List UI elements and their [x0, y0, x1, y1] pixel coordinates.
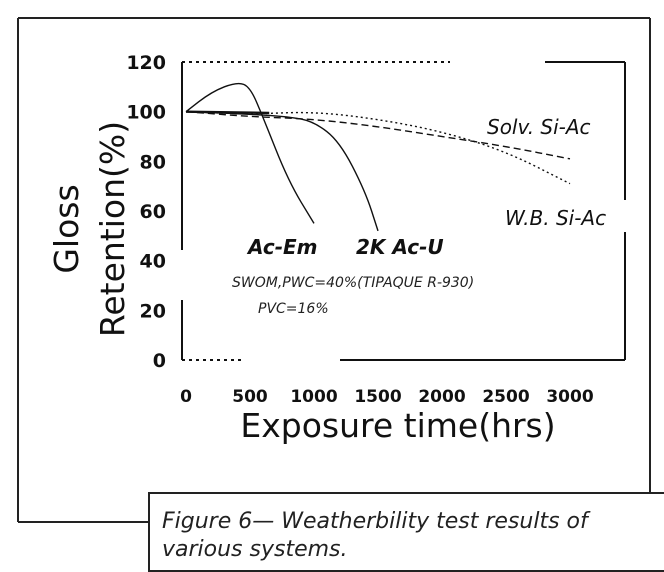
series-line-ac-em: [185, 82, 315, 224]
y-tick-label: 80: [140, 151, 166, 173]
x-tick-label: 1000: [290, 387, 337, 407]
x-tick-label: 0: [180, 387, 192, 407]
x-tick-label: 2000: [418, 387, 465, 407]
note-line-2: PVC=16%: [258, 301, 329, 317]
series-layer: [185, 82, 571, 232]
note-line-1: SWOM,PWC=40%(TIPAQUE R-930): [232, 275, 474, 291]
series-common-start-segment: [185, 110, 270, 115]
x-tick-label: 1500: [354, 387, 401, 407]
x-tick-label: 500: [232, 387, 268, 407]
label-2k-ac-u: 2K Ac-U: [356, 235, 444, 259]
x-tick-label: 2500: [482, 387, 529, 407]
x-tick-label: 3000: [546, 387, 593, 407]
y-tick-label: 60: [140, 201, 166, 223]
label-solv-si-ac: Solv. Si-Ac: [487, 115, 591, 139]
x-axis-title: Exposure time(hrs): [240, 406, 555, 445]
series-line-2k-ac-u: [185, 110, 379, 232]
y-tick-label: 0: [153, 350, 166, 372]
y-tick-labels: 0 20 40 60 80 100 120: [126, 52, 166, 372]
label-ac-em: Ac-Em: [246, 235, 318, 259]
y-axis-title-line1: Gloss: [47, 184, 86, 273]
y-tick-label: 100: [126, 102, 166, 124]
y-tick-label: 40: [140, 251, 166, 273]
y-tick-label: 20: [140, 300, 166, 322]
figure-caption-box: Figure 6— Weatherbility test results of …: [148, 492, 664, 572]
x-tick-labels: 0 500 1000 1500 2000 2500 3000: [180, 387, 594, 407]
y-axis-title-line2: Retention(%): [93, 121, 132, 337]
series-line-w-b-si-ac: [185, 110, 571, 185]
figure-caption: Figure 6— Weatherbility test results of …: [162, 509, 588, 562]
plot-area-frame: [181, 61, 626, 361]
label-wb-si-ac: W.B. Si-Ac: [505, 206, 606, 230]
y-tick-label: 120: [126, 52, 166, 74]
